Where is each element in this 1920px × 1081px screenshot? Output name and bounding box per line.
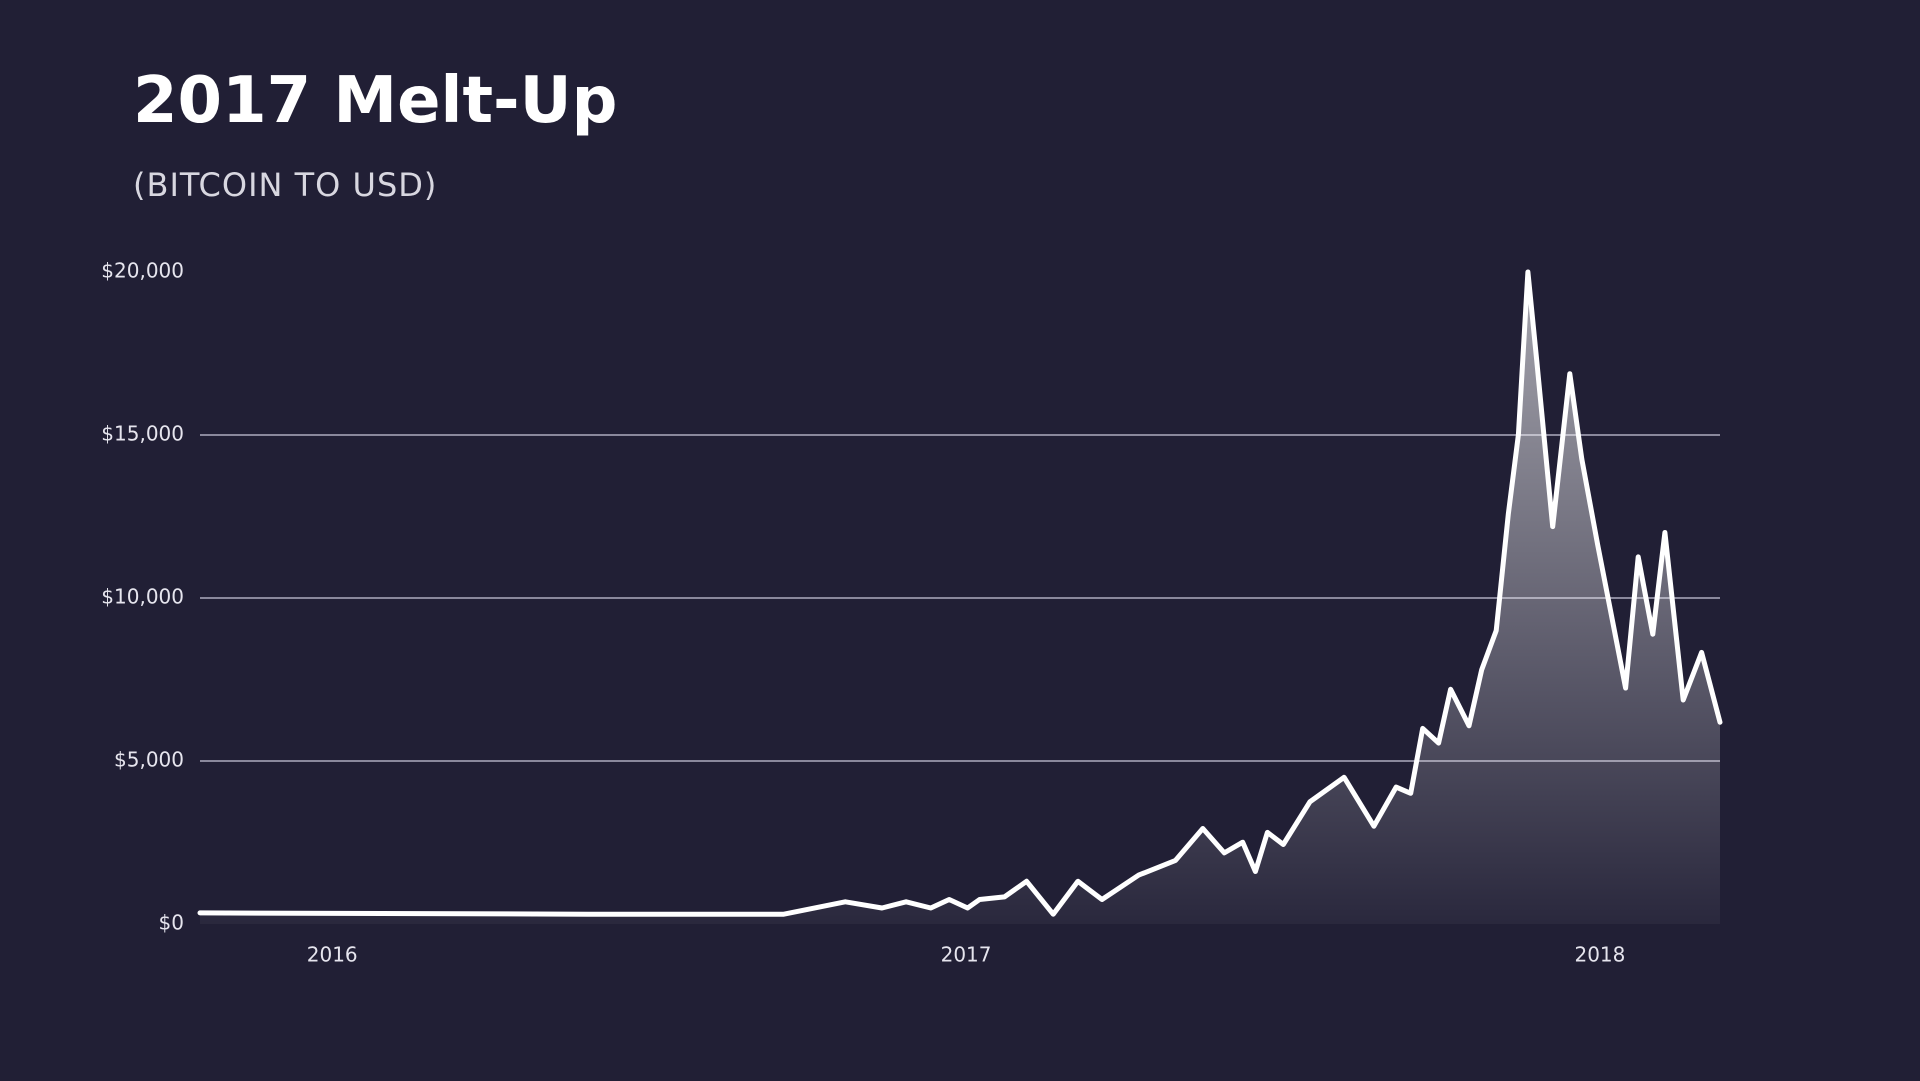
x-tick-label: 2016	[307, 943, 358, 967]
x-tick-label: 2017	[941, 943, 992, 967]
y-tick-label: $20,000	[101, 259, 184, 283]
y-tick-label: $0	[159, 911, 184, 935]
chart-title: 2017 Melt-Up	[133, 64, 617, 138]
x-tick-label: 2018	[1574, 943, 1625, 967]
y-tick-label: $5,000	[114, 748, 184, 772]
y-tick-label: $10,000	[101, 585, 184, 609]
line	[197, 269, 1723, 917]
area	[200, 272, 1720, 924]
y-tick-label: $15,000	[101, 422, 184, 446]
chart-subtitle: (BITCOIN TO USD)	[133, 166, 437, 204]
